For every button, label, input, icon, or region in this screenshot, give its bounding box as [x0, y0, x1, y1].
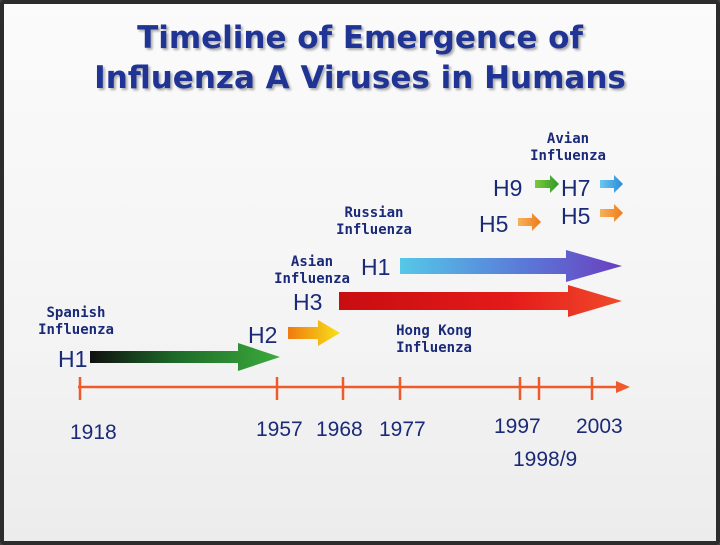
asian-subtype: H2	[248, 322, 278, 348]
arrow-h1-russian	[400, 250, 622, 282]
avian-h5-1997-subtype: H5	[479, 211, 509, 237]
arrow-h7	[600, 175, 623, 193]
year-1998-9: 1998/9	[513, 448, 578, 471]
year-1918: 1918	[70, 421, 117, 444]
avian-h7-subtype: H7	[561, 175, 591, 201]
hong-kong-subtype: H3	[293, 289, 323, 315]
timeline-axis	[78, 377, 630, 400]
arrow-h5-1997	[518, 213, 541, 231]
arrow-h2-asian	[288, 320, 340, 346]
year-1957: 1957	[256, 418, 303, 441]
avian-influenza-label: Avian Influenza	[530, 131, 606, 164]
arrow-h9	[535, 175, 559, 193]
russian-subtype: H1	[361, 254, 391, 280]
slide-title: Timeline of Emergence of Influenza A Vir…	[0, 18, 720, 98]
spanish-subtype: H1	[58, 346, 88, 372]
russian-influenza-label: Russian Influenza	[336, 205, 412, 238]
arrow-h5-2003	[600, 204, 623, 222]
spanish-influenza-label: Spanish Influenza	[38, 305, 114, 338]
arrow-h1-spanish	[90, 343, 280, 371]
year-1997: 1997	[494, 415, 541, 438]
arrow-h3-hong-kong	[339, 285, 622, 317]
year-2003: 2003	[576, 415, 623, 438]
title-line-2: Influenza A Viruses in Humans	[94, 60, 626, 96]
year-1977: 1977	[379, 418, 426, 441]
year-1968: 1968	[316, 418, 363, 441]
avian-h5-2003-subtype: H5	[561, 203, 591, 229]
asian-influenza-label: Asian Influenza	[274, 254, 350, 287]
hong-kong-influenza-label: Hong Kong Influenza	[396, 323, 472, 356]
title-line-1: Timeline of Emergence of	[137, 20, 583, 56]
avian-h9-subtype: H9	[493, 175, 523, 201]
